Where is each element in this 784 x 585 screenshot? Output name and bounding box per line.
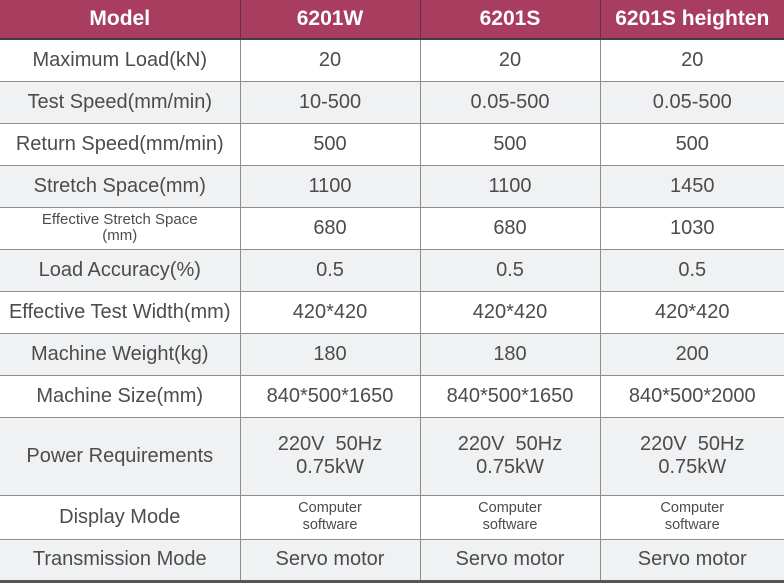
column-header: 6201S bbox=[420, 0, 601, 40]
cell-value: 1030 bbox=[600, 207, 784, 250]
column-header: 6201W bbox=[240, 0, 421, 40]
table-row: Transmission Mode Servo motor Servo motor S… bbox=[0, 539, 784, 583]
cell-value: Servo motor bbox=[600, 539, 784, 583]
row-label: Test Speed(mm/min) bbox=[0, 81, 241, 124]
cell-value: 500 bbox=[240, 123, 421, 166]
cell-value: 420*420 bbox=[420, 291, 601, 334]
cell-value: 500 bbox=[420, 123, 601, 166]
table-row: Machine Size(mm) 840*500*1650 840*500*1650… bbox=[0, 375, 784, 418]
column-header-model: Model bbox=[0, 0, 241, 40]
cell-value: 10-500 bbox=[240, 81, 421, 124]
row-label: Effective Test Width(mm) bbox=[0, 291, 241, 334]
column-header: 6201S heighten bbox=[600, 0, 784, 40]
row-label: Load Accuracy(%) bbox=[0, 249, 241, 292]
row-label: Effective Stretch Space (mm) bbox=[0, 207, 241, 250]
cell-value: 0.05-500 bbox=[420, 81, 601, 124]
table-row: Maximum Load(kN) 20 20 20 bbox=[0, 39, 784, 82]
table-row: Power Requirements 220V 50Hz 0.75kW 220V 5… bbox=[0, 417, 784, 496]
cell-value: 1100 bbox=[420, 165, 601, 208]
cell-value: Computer software bbox=[240, 495, 421, 540]
table-row: Stretch Space(mm) 1100 1100 1450 bbox=[0, 165, 784, 208]
row-label: Machine Size(mm) bbox=[0, 375, 241, 418]
cell-value: Computer software bbox=[420, 495, 601, 540]
cell-value: 1450 bbox=[600, 165, 784, 208]
cell-value: 180 bbox=[420, 333, 601, 376]
row-label: Display Mode bbox=[0, 495, 241, 540]
cell-value: 0.05-500 bbox=[600, 81, 784, 124]
table-row: Return Speed(mm/min) 500 500 500 bbox=[0, 123, 784, 166]
table-row: Machine Weight(kg) 180 180 200 bbox=[0, 333, 784, 376]
cell-value: 840*500*1650 bbox=[420, 375, 601, 418]
cell-value: 840*500*2000 bbox=[600, 375, 784, 418]
header-row: Model 6201W 6201S 6201S heighten bbox=[0, 0, 784, 40]
cell-value: 840*500*1650 bbox=[240, 375, 421, 418]
spec-table-body: Maximum Load(kN) 20 20 20 Test Speed(mm/min)… bbox=[0, 39, 784, 583]
row-label: Transmission Mode bbox=[0, 539, 241, 583]
cell-value: 200 bbox=[600, 333, 784, 376]
row-label: Return Speed(mm/min) bbox=[0, 123, 241, 166]
cell-value: 220V 50Hz 0.75kW bbox=[600, 417, 784, 496]
cell-value: 20 bbox=[600, 39, 784, 82]
cell-value: 20 bbox=[240, 39, 421, 82]
cell-value: 1100 bbox=[240, 165, 421, 208]
cell-value: 680 bbox=[420, 207, 601, 250]
table-row: Effective Stretch Space (mm) 680 680 1030 bbox=[0, 207, 784, 250]
row-label: Machine Weight(kg) bbox=[0, 333, 241, 376]
table-row: Load Accuracy(%) 0.5 0.5 0.5 bbox=[0, 249, 784, 292]
cell-value: 20 bbox=[420, 39, 601, 82]
cell-value: 500 bbox=[600, 123, 784, 166]
row-label: Stretch Space(mm) bbox=[0, 165, 241, 208]
cell-value: 220V 50Hz 0.75kW bbox=[420, 417, 601, 496]
cell-value: Servo motor bbox=[240, 539, 421, 583]
row-label: Maximum Load(kN) bbox=[0, 39, 241, 82]
cell-value: 180 bbox=[240, 333, 421, 376]
table-row: Display Mode Computer software Computer so… bbox=[0, 495, 784, 540]
table-row: Test Speed(mm/min) 10-500 0.05-500 0.05-500 bbox=[0, 81, 784, 124]
table-row: Effective Test Width(mm) 420*420 420*420 42… bbox=[0, 291, 784, 334]
cell-value: 420*420 bbox=[240, 291, 421, 334]
cell-value: 0.5 bbox=[420, 249, 601, 292]
cell-value: 420*420 bbox=[600, 291, 784, 334]
cell-value: 680 bbox=[240, 207, 421, 250]
cell-value: Computer software bbox=[600, 495, 784, 540]
cell-value: 220V 50Hz 0.75kW bbox=[240, 417, 421, 496]
cell-value: 0.5 bbox=[240, 249, 421, 292]
row-label: Power Requirements bbox=[0, 417, 241, 496]
cell-value: 0.5 bbox=[600, 249, 784, 292]
cell-value: Servo motor bbox=[420, 539, 601, 583]
